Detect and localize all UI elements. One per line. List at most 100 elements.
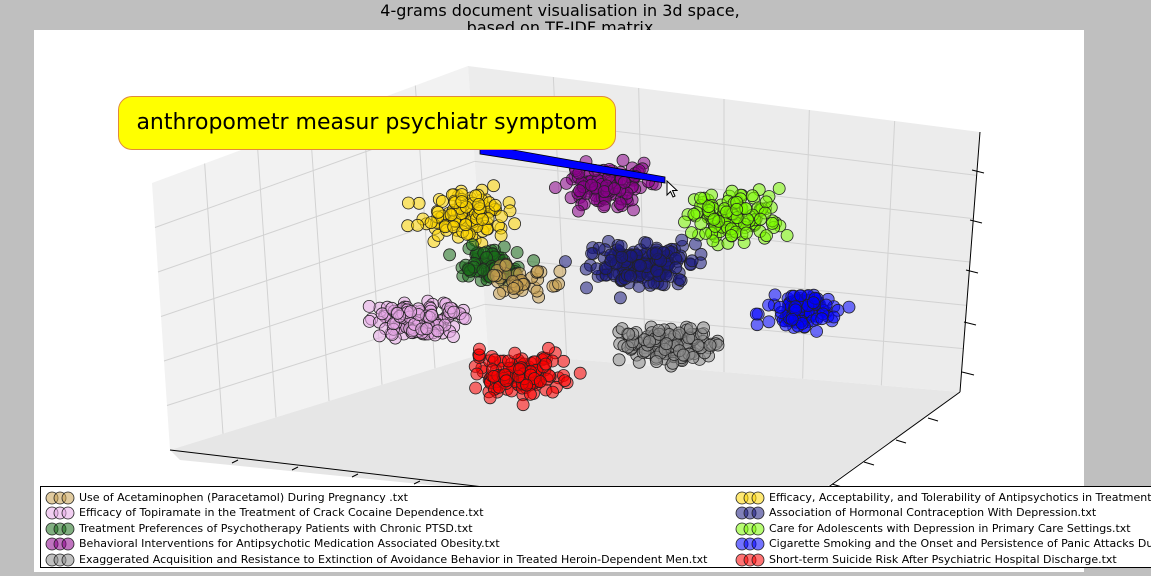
data-point <box>560 176 573 190</box>
legend-marker <box>45 506 75 520</box>
data-point <box>431 205 445 219</box>
data-point <box>754 212 767 226</box>
mouse-cursor-icon <box>666 180 678 198</box>
data-point <box>772 182 786 195</box>
data-point <box>420 322 434 336</box>
data-point <box>530 284 544 298</box>
data-point <box>483 391 497 405</box>
data-point <box>685 254 699 268</box>
legend-marker <box>735 491 765 505</box>
data-point <box>572 204 585 218</box>
data-point <box>446 330 460 344</box>
data-point <box>466 238 479 252</box>
data-point <box>494 229 508 242</box>
data-point <box>373 329 386 343</box>
data-point <box>425 308 439 322</box>
data-point <box>750 318 764 332</box>
legend-label: Cigarette Smoking and the Onset and Pers… <box>769 537 1151 550</box>
floor-pane <box>170 352 960 520</box>
data-point <box>773 300 787 314</box>
z-axis-line <box>959 131 981 393</box>
data-point <box>649 247 663 261</box>
data-point <box>585 247 598 260</box>
data-point <box>549 181 562 195</box>
legend-marker <box>735 537 765 551</box>
data-point <box>573 366 587 380</box>
data-point <box>687 207 701 221</box>
data-point <box>745 189 759 203</box>
data-point <box>391 306 404 320</box>
data-point <box>675 233 689 247</box>
gridline <box>880 120 896 386</box>
data-point <box>691 338 705 352</box>
data-point <box>780 229 794 242</box>
data-point <box>443 248 457 262</box>
data-point <box>533 375 547 389</box>
data-point <box>815 312 829 326</box>
data-point <box>669 261 683 275</box>
data-point <box>633 259 647 272</box>
data-point <box>697 321 710 335</box>
chart-title-line-1: 4-grams document visualisation in 3d spa… <box>380 1 740 20</box>
data-point <box>559 255 572 269</box>
data-point <box>507 282 521 295</box>
data-point <box>842 300 856 314</box>
data-point <box>458 312 472 326</box>
data-points <box>362 153 856 412</box>
data-point <box>652 324 666 337</box>
legend-marker-dot <box>61 537 75 551</box>
data-point <box>470 367 484 381</box>
data-point <box>585 178 598 192</box>
data-point <box>475 212 489 226</box>
data-point <box>488 198 502 212</box>
data-point <box>444 208 458 222</box>
data-point <box>612 353 626 367</box>
x-tick <box>413 480 421 485</box>
data-point <box>725 229 738 242</box>
z-tick <box>965 269 979 274</box>
legend-marker-dot <box>751 491 765 505</box>
data-point <box>615 250 629 264</box>
data-point <box>685 226 698 240</box>
legend-label: Short-term Suicide Risk After Psychiatri… <box>769 553 1117 566</box>
z-tick <box>971 169 985 174</box>
data-point <box>469 381 483 395</box>
data-point <box>768 288 782 302</box>
legend-label: Association of Hormonal Contraception Wi… <box>769 506 1097 519</box>
legend-marker-dot <box>751 553 765 567</box>
data-point <box>462 263 476 276</box>
data-point <box>520 378 534 392</box>
data-point <box>542 341 555 355</box>
data-point <box>472 342 486 356</box>
data-point <box>527 254 541 268</box>
annotation-arrow <box>479 143 666 184</box>
legend-label: Care for Adolescents with Depression in … <box>769 522 1131 535</box>
data-point <box>759 195 773 209</box>
data-point <box>487 268 500 282</box>
data-point <box>807 296 820 310</box>
data-point <box>497 240 511 254</box>
data-point <box>573 184 586 198</box>
data-point <box>401 196 415 210</box>
annotation-box: anthropometr measur psychiatr symptom <box>118 96 616 150</box>
data-point <box>375 307 389 321</box>
legend-marker-dot <box>751 537 765 551</box>
data-point <box>487 179 501 193</box>
legend: Use of Acetaminophen (Paracetamol) Durin… <box>40 486 1151 568</box>
data-point <box>703 338 717 352</box>
data-point <box>762 315 776 329</box>
data-point <box>508 346 522 360</box>
legend-label: Behavioral Interventions for Antipsychot… <box>79 537 500 550</box>
data-point <box>431 324 445 338</box>
legend-label: Use of Acetaminophen (Paracetamol) Durin… <box>79 491 408 504</box>
data-point <box>487 370 501 383</box>
data-point <box>785 312 799 326</box>
data-point <box>614 239 628 253</box>
data-point <box>579 262 593 276</box>
legend-label: Treatment Preferences of Psychotherapy P… <box>79 522 473 535</box>
data-point <box>385 328 399 341</box>
data-point <box>597 200 611 214</box>
data-point <box>499 374 513 388</box>
data-point <box>622 327 636 341</box>
data-point <box>552 277 565 291</box>
